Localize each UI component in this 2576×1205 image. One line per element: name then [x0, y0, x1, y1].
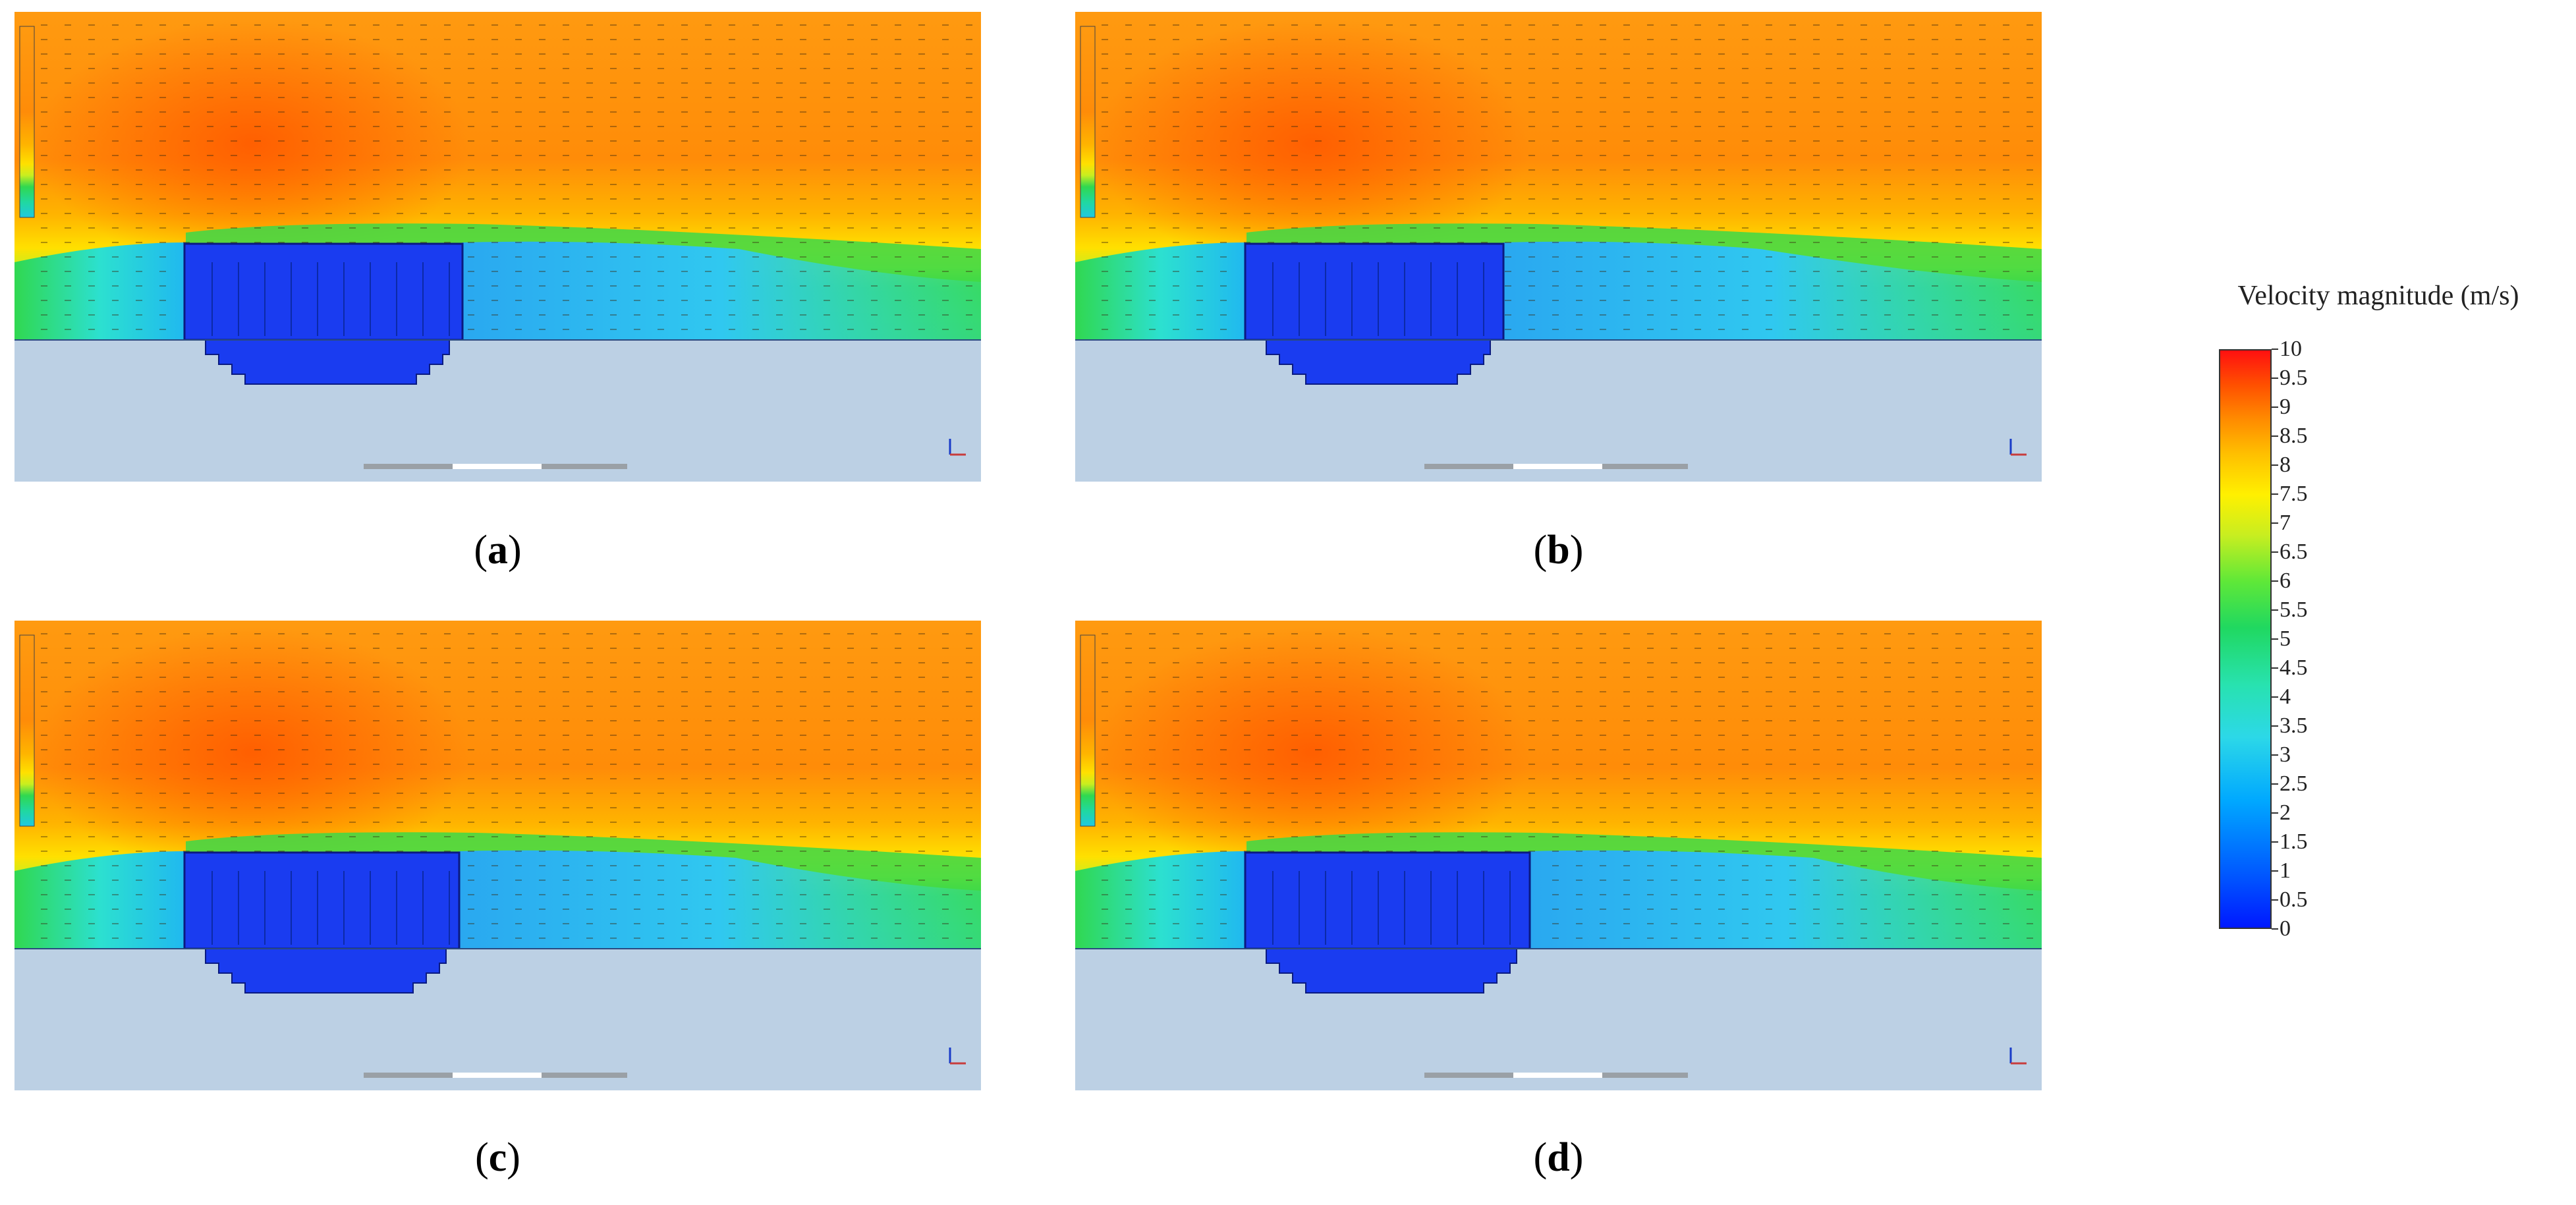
high-velocity-region [34, 627, 469, 878]
scale-bar-segment [453, 1073, 542, 1078]
scale-bar-segment [1513, 464, 1602, 469]
upstream-low-velocity-zone [14, 242, 186, 340]
colorbar-tick-label: 8.5 [2280, 424, 2308, 448]
velocity-contour-d [1075, 621, 2042, 1090]
ground-region [1075, 340, 2042, 482]
colorbar-tick-label: 3 [2280, 743, 2291, 767]
colorbar-gradient [2219, 349, 2272, 929]
wake-region [1503, 241, 2042, 340]
colorbar-tick-label: 4.5 [2280, 656, 2308, 680]
colorbar-tick-label: 3.5 [2280, 714, 2308, 738]
caption-c: (c) [475, 1135, 520, 1180]
colorbar-tick-mark [2272, 522, 2278, 524]
caption-b: (b) [1533, 528, 1584, 573]
colorbar-tick-mark [2272, 493, 2278, 495]
colorbar-tick-label: 2.5 [2280, 771, 2308, 796]
panel-d-flow-plot [1075, 621, 2042, 1090]
panel-a-flow-plot [14, 12, 981, 482]
colorbar-tick-mark [2272, 551, 2278, 553]
colorbar-tick-label: 0 [2280, 916, 2291, 941]
colorbar-tick-mark [2272, 783, 2278, 785]
colorbar-tick-mark [2272, 638, 2278, 640]
inset-colorbar [1080, 634, 1096, 827]
colorbar-tick-mark [2272, 899, 2278, 901]
colorbar-tick-mark [2272, 928, 2278, 930]
building-block [1244, 242, 1505, 341]
colorbar-tick-mark [2272, 406, 2278, 408]
scale-bar-segment [453, 464, 542, 469]
foundation-block [205, 948, 447, 994]
building-block [183, 851, 461, 950]
colorbar-tick-label: 7.5 [2280, 482, 2308, 506]
velocity-contour-b [1075, 12, 2042, 482]
colorbar-tick-label: 1.5 [2280, 829, 2308, 854]
upstream-low-velocity-zone [14, 851, 186, 949]
colorbar-tick-label: 7 [2280, 511, 2291, 535]
colorbar-tick-label: 0.5 [2280, 887, 2308, 912]
caption-a: (a) [474, 528, 522, 573]
colorbar-tick-label: 4 [2280, 685, 2291, 709]
scale-bar-segment [1513, 1073, 1602, 1078]
building-block [183, 242, 464, 341]
foundation-block [205, 339, 450, 385]
colorbar-tick-mark [2272, 696, 2278, 698]
panel-c-flow-plot [14, 621, 981, 1090]
velocity-colorbar: 10 9.5 9 8.5 8 7.5 7 6.5 6 5.5 5 4.5 4 3.5 3 2.5 2 1.5 1 0.… [2219, 337, 2308, 941]
colorbar-tick-label: 1 [2280, 858, 2291, 883]
foundation-block [1266, 948, 1517, 994]
colorbar-tick-label: 9 [2280, 395, 2291, 419]
colorbar-tick-mark [2272, 754, 2278, 756]
colorbar-tick-mark [2272, 841, 2278, 843]
colorbar-tick-mark [2272, 870, 2278, 872]
panel-b-flow-plot [1075, 12, 2042, 482]
ground-region [14, 949, 981, 1090]
colorbar-tick-label: 5 [2280, 627, 2291, 651]
inset-colorbar [19, 26, 35, 218]
colorbar-tick-label: 2 [2280, 800, 2291, 825]
colorbar-tick-mark [2272, 435, 2278, 437]
high-velocity-region [34, 18, 469, 269]
building-block [1244, 851, 1531, 950]
inset-colorbar [1080, 26, 1096, 218]
upstream-low-velocity-zone [1075, 851, 1246, 949]
colorbar-tick-label: 8 [2280, 453, 2291, 477]
colorbar-tick-mark [2272, 667, 2278, 669]
caption-d: (d) [1533, 1135, 1584, 1180]
colorbar-tick-label: 6 [2280, 569, 2291, 593]
colorbar-tick-mark [2272, 349, 2278, 350]
velocity-contour-c [14, 621, 981, 1090]
colorbar-tick-label: 10 [2280, 337, 2302, 361]
colorbar-tick-mark [2272, 609, 2278, 611]
foundation-block [1266, 339, 1491, 385]
colorbar-tick-label: 9.5 [2280, 366, 2308, 390]
ground-region [1075, 949, 2042, 1090]
colorbar-tick-mark [2272, 725, 2278, 727]
colorbar-tick-label: 5.5 [2280, 598, 2308, 622]
inset-colorbar [19, 634, 35, 827]
colorbar-tick-mark [2272, 580, 2278, 582]
colorbar-tick-mark [2272, 812, 2278, 814]
velocity-contour-a [14, 12, 981, 482]
high-velocity-region [1095, 18, 1530, 269]
ground-region [14, 340, 981, 482]
colorbar-tick-mark [2272, 464, 2278, 466]
colorbar-tick-label: 6.5 [2280, 540, 2308, 564]
high-velocity-region [1095, 627, 1530, 878]
upstream-low-velocity-zone [1075, 242, 1246, 340]
legend-title: Velocity magnitude (m/s) [2237, 281, 2519, 311]
colorbar-tick-mark [2272, 378, 2278, 379]
